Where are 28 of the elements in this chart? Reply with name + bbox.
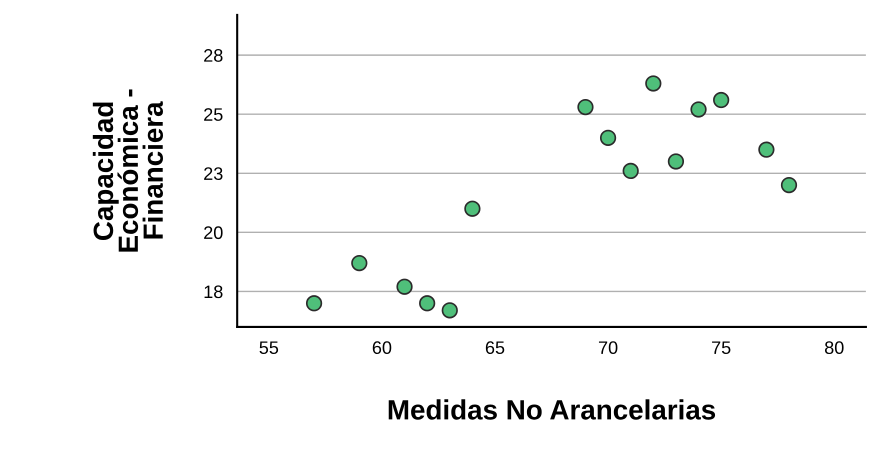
x-tick-label: 70 xyxy=(598,341,618,354)
y-tick-label: 20 xyxy=(204,226,223,240)
x-tick-label: 65 xyxy=(486,341,504,354)
point xyxy=(442,302,458,318)
point xyxy=(758,142,775,158)
y-axis-title: Capacidad Económica - Financiera xyxy=(92,89,163,252)
point xyxy=(622,162,639,180)
x-tick-label: 60 xyxy=(372,341,392,354)
y-tick-label: 28 xyxy=(204,49,223,62)
x-tick-label: 55 xyxy=(260,341,278,354)
x-axis-title: Medidas No Arancelarias xyxy=(388,399,716,420)
point xyxy=(306,295,322,312)
point xyxy=(668,153,684,170)
point xyxy=(713,92,730,108)
y-tick-label: 25 xyxy=(204,108,223,121)
y-tick-label: 23 xyxy=(204,167,223,180)
point xyxy=(577,98,594,116)
point xyxy=(464,200,481,217)
point xyxy=(690,101,707,118)
point xyxy=(780,176,798,194)
point xyxy=(419,295,436,312)
x-tick-label: 75 xyxy=(712,341,730,354)
x-tick-label: 80 xyxy=(824,341,844,354)
point xyxy=(396,278,413,295)
point xyxy=(600,130,616,146)
y-tick-label: 18 xyxy=(204,285,223,298)
point xyxy=(351,254,368,272)
point xyxy=(645,75,662,92)
